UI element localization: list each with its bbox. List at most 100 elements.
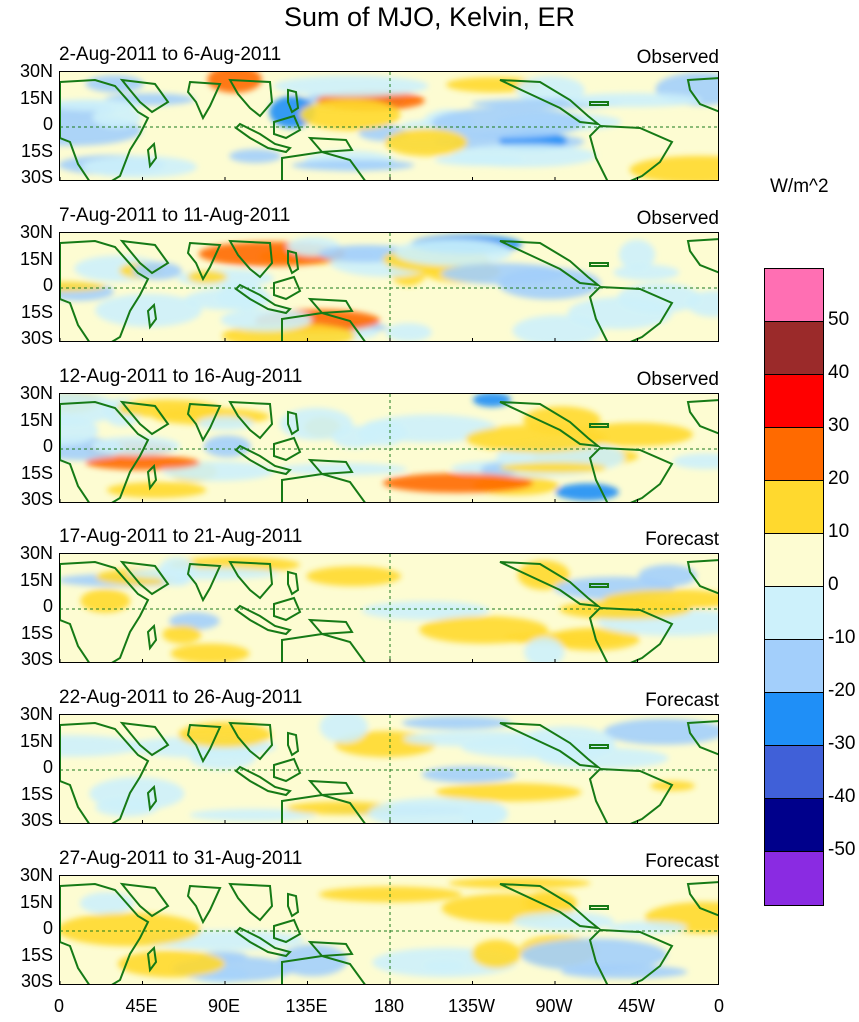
anomaly-region [403, 731, 556, 747]
coastline [146, 623, 158, 651]
map-canvas [60, 715, 718, 823]
coastline [146, 784, 158, 812]
anomaly-region [434, 154, 524, 166]
colorbar-swatch [765, 534, 823, 587]
anomaly-region [158, 556, 197, 586]
coastline [499, 401, 602, 448]
anomaly-map [59, 714, 719, 824]
latitude-label: 30N [19, 222, 53, 242]
coastline [228, 882, 274, 922]
coastline [281, 311, 366, 341]
colorbar-units: W/m^2 [770, 176, 829, 197]
coastlines [60, 77, 718, 180]
coastline [273, 275, 302, 301]
longitude-label: 45W [617, 996, 655, 1016]
latitude-label: 0 [42, 918, 53, 938]
anomaly-region [516, 75, 585, 105]
longitude-label: 135E [285, 996, 328, 1016]
anomaly-region [60, 394, 120, 426]
coastline [307, 297, 354, 315]
latitude-label: 15N [19, 249, 53, 269]
colorbar-label: -40 [828, 786, 856, 807]
anomaly-region [220, 308, 312, 331]
map-canvas [60, 554, 718, 662]
coastline [499, 883, 602, 930]
coastline [60, 400, 150, 502]
anomaly-region [85, 75, 144, 93]
coastline [234, 122, 292, 154]
anomaly-region [85, 455, 200, 471]
figure-title: Sum of MJO, Kelvin, ER [283, 2, 576, 32]
anomaly-region [431, 107, 584, 139]
coastlines [60, 720, 718, 823]
colorbar-swatch [765, 587, 823, 640]
anomaly-contours [60, 556, 718, 662]
anomaly-region [382, 473, 534, 493]
coastline [589, 583, 609, 588]
panel-date-range: 7-Aug-2011 to 11-Aug-2011 [59, 205, 291, 226]
latitude-label: 30S [20, 489, 53, 509]
anomaly-region [162, 625, 202, 644]
panel-status: Forecast [645, 851, 719, 872]
anomaly-region [441, 263, 566, 285]
coastline [588, 124, 674, 180]
longitude-label: 90E [207, 996, 241, 1016]
anomaly-region [203, 435, 251, 458]
coastline [186, 402, 222, 443]
colorbar-swatch [765, 799, 823, 852]
anomaly-region [566, 92, 702, 108]
coastline [281, 632, 366, 662]
panel-date-range: 22-Aug-2011 to 26-Aug-2011 [59, 687, 303, 708]
coastline [281, 472, 366, 502]
latitude-label: 30S [20, 971, 53, 991]
coastline [287, 249, 300, 275]
latitude-label: 30N [19, 383, 53, 403]
coastline [186, 723, 222, 764]
anomaly-region [89, 777, 185, 811]
colorbar-swatch [765, 852, 823, 905]
coastline [186, 241, 222, 282]
colorbar-swatch [765, 428, 823, 481]
coastline [119, 239, 170, 275]
anomaly-region [517, 560, 570, 590]
coastline [686, 881, 718, 917]
anomaly-region [672, 453, 718, 470]
coastline [287, 731, 300, 757]
colorbar-label: 40 [828, 362, 850, 383]
coastline [228, 721, 274, 761]
anomaly-map [59, 71, 719, 181]
coastline [499, 561, 602, 608]
colorbar-label: 50 [828, 309, 850, 330]
anomaly-map [59, 393, 719, 503]
latitude-label: 30S [20, 328, 53, 348]
anomaly-region [286, 801, 396, 815]
anomaly-region [60, 281, 106, 292]
latitude-label: 0 [42, 436, 53, 456]
anomaly-region [421, 766, 517, 783]
latitude-label: 15S [20, 784, 53, 804]
coastline [588, 767, 674, 823]
colorbar-label: 20 [828, 468, 850, 489]
anomaly-region [319, 715, 368, 743]
anomaly-region [385, 323, 432, 341]
anomaly-map [59, 232, 719, 342]
anomaly-region [92, 106, 142, 129]
coastline [686, 559, 718, 595]
coastline [588, 285, 674, 341]
anomaly-region [170, 643, 250, 662]
anomaly-map [59, 553, 719, 663]
anomaly-region [279, 463, 407, 476]
anomaly-region [80, 588, 131, 613]
coastline [281, 793, 366, 823]
anomaly-region [178, 722, 272, 748]
coastline [228, 400, 274, 440]
coastline [287, 410, 300, 436]
anomaly-region [126, 567, 280, 580]
colorbar-swatch [765, 322, 823, 375]
coastline [228, 239, 274, 279]
colorbar-label: -30 [828, 733, 856, 754]
coastline [287, 88, 300, 114]
anomaly-region [60, 735, 142, 757]
anomaly-region [91, 436, 181, 456]
coastline [307, 940, 354, 958]
